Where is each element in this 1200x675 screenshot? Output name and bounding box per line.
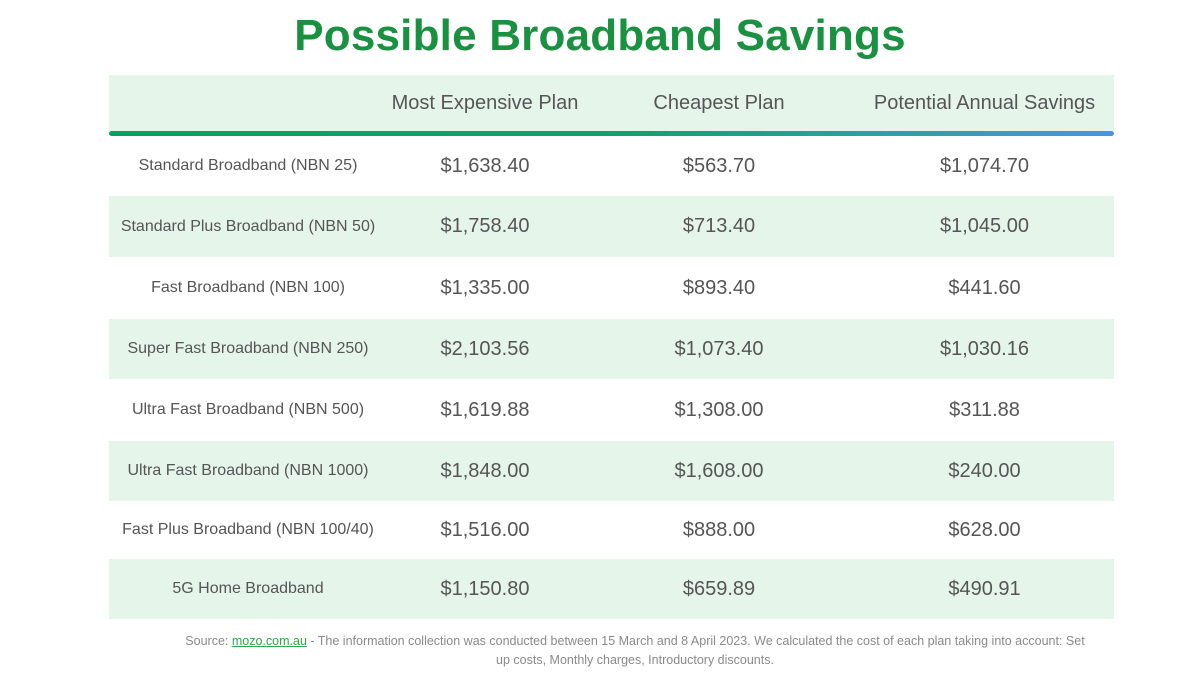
table-row: Standard Plus Broadband (NBN 50) $1,758.… (109, 196, 1114, 257)
plan-name: Standard Broadband (NBN 25) (138, 157, 358, 174)
savings-table: Most Expensive Plan Cheapest Plan Potent… (109, 75, 1114, 619)
most-expensive-value: $1,335.00 (440, 276, 530, 299)
plan-name: Super Fast Broadband (NBN 250) (127, 340, 369, 357)
header-savings: Potential Annual Savings (873, 91, 1096, 114)
savings-value: $1,074.70 (940, 154, 1029, 177)
most-expensive-value: $1,758.40 (440, 215, 530, 237)
source-footnote: Source: mozo.com.au - The information co… (180, 632, 1090, 670)
table-row: Fast Broadband (NBN 100) $1,335.00 $893.… (109, 257, 1114, 319)
savings-value: $1,030.16 (940, 337, 1029, 360)
plan-name: Ultra Fast Broadband (NBN 1000) (127, 462, 369, 479)
table-row: 5G Home Broadband $1,150.80 $659.89 $490… (109, 559, 1114, 619)
plan-name: Standard Plus Broadband (NBN 50) (120, 217, 376, 235)
savings-value: $240.00 (948, 459, 1021, 482)
plan-name: Ultra Fast Broadband (NBN 500) (131, 401, 365, 418)
header-cheapest: Cheapest Plan (653, 91, 785, 114)
table-header: Most Expensive Plan Cheapest Plan Potent… (109, 75, 1114, 131)
savings-value: $628.00 (948, 518, 1021, 541)
most-expensive-value: $1,619.88 (440, 398, 530, 421)
savings-value: $1,045.00 (940, 215, 1029, 237)
plan-name: 5G Home Broadband (172, 580, 324, 597)
cheapest-value: $713.40 (682, 215, 756, 237)
plan-name: Fast Plus Broadband (NBN 100/40) (122, 521, 374, 538)
cheapest-value: $1,608.00 (674, 459, 764, 482)
cheapest-value: $893.40 (682, 276, 756, 299)
cheapest-value: $563.70 (682, 154, 756, 177)
header-gradient-divider (109, 131, 1114, 136)
source-label: Source: (185, 634, 232, 648)
table-row: Fast Plus Broadband (NBN 100/40) $1,516.… (109, 501, 1114, 559)
source-description: - The information collection was conduct… (306, 634, 1085, 667)
table-row: Super Fast Broadband (NBN 250) $2,103.56… (109, 319, 1114, 379)
savings-value: $441.60 (948, 276, 1021, 299)
table-row: Ultra Fast Broadband (NBN 1000) $1,848.0… (109, 441, 1114, 501)
most-expensive-value: $1,848.00 (440, 459, 530, 482)
page-title: Possible Broadband Savings (294, 11, 906, 60)
savings-value: $311.88 (949, 398, 1020, 421)
most-expensive-value: $1,150.80 (440, 577, 530, 600)
most-expensive-value: $2,103.56 (440, 337, 530, 360)
header-most-expensive: Most Expensive Plan (391, 91, 579, 114)
most-expensive-value: $1,638.40 (440, 154, 530, 177)
table-row: Ultra Fast Broadband (NBN 500) $1,619.88… (109, 379, 1114, 441)
plan-name: Fast Broadband (NBN 100) (151, 279, 345, 296)
table-row: Standard Broadband (NBN 25) $1,638.40 $5… (109, 136, 1114, 196)
most-expensive-value: $1,516.00 (440, 518, 530, 541)
cheapest-value: $659.89 (682, 577, 756, 600)
source-link[interactable]: mozo.com.au (231, 634, 307, 648)
cheapest-value: $1,073.40 (674, 337, 764, 360)
cheapest-value: $888.00 (682, 518, 756, 541)
cheapest-value: $1,308.00 (674, 398, 764, 421)
savings-value: $490.91 (948, 577, 1021, 600)
